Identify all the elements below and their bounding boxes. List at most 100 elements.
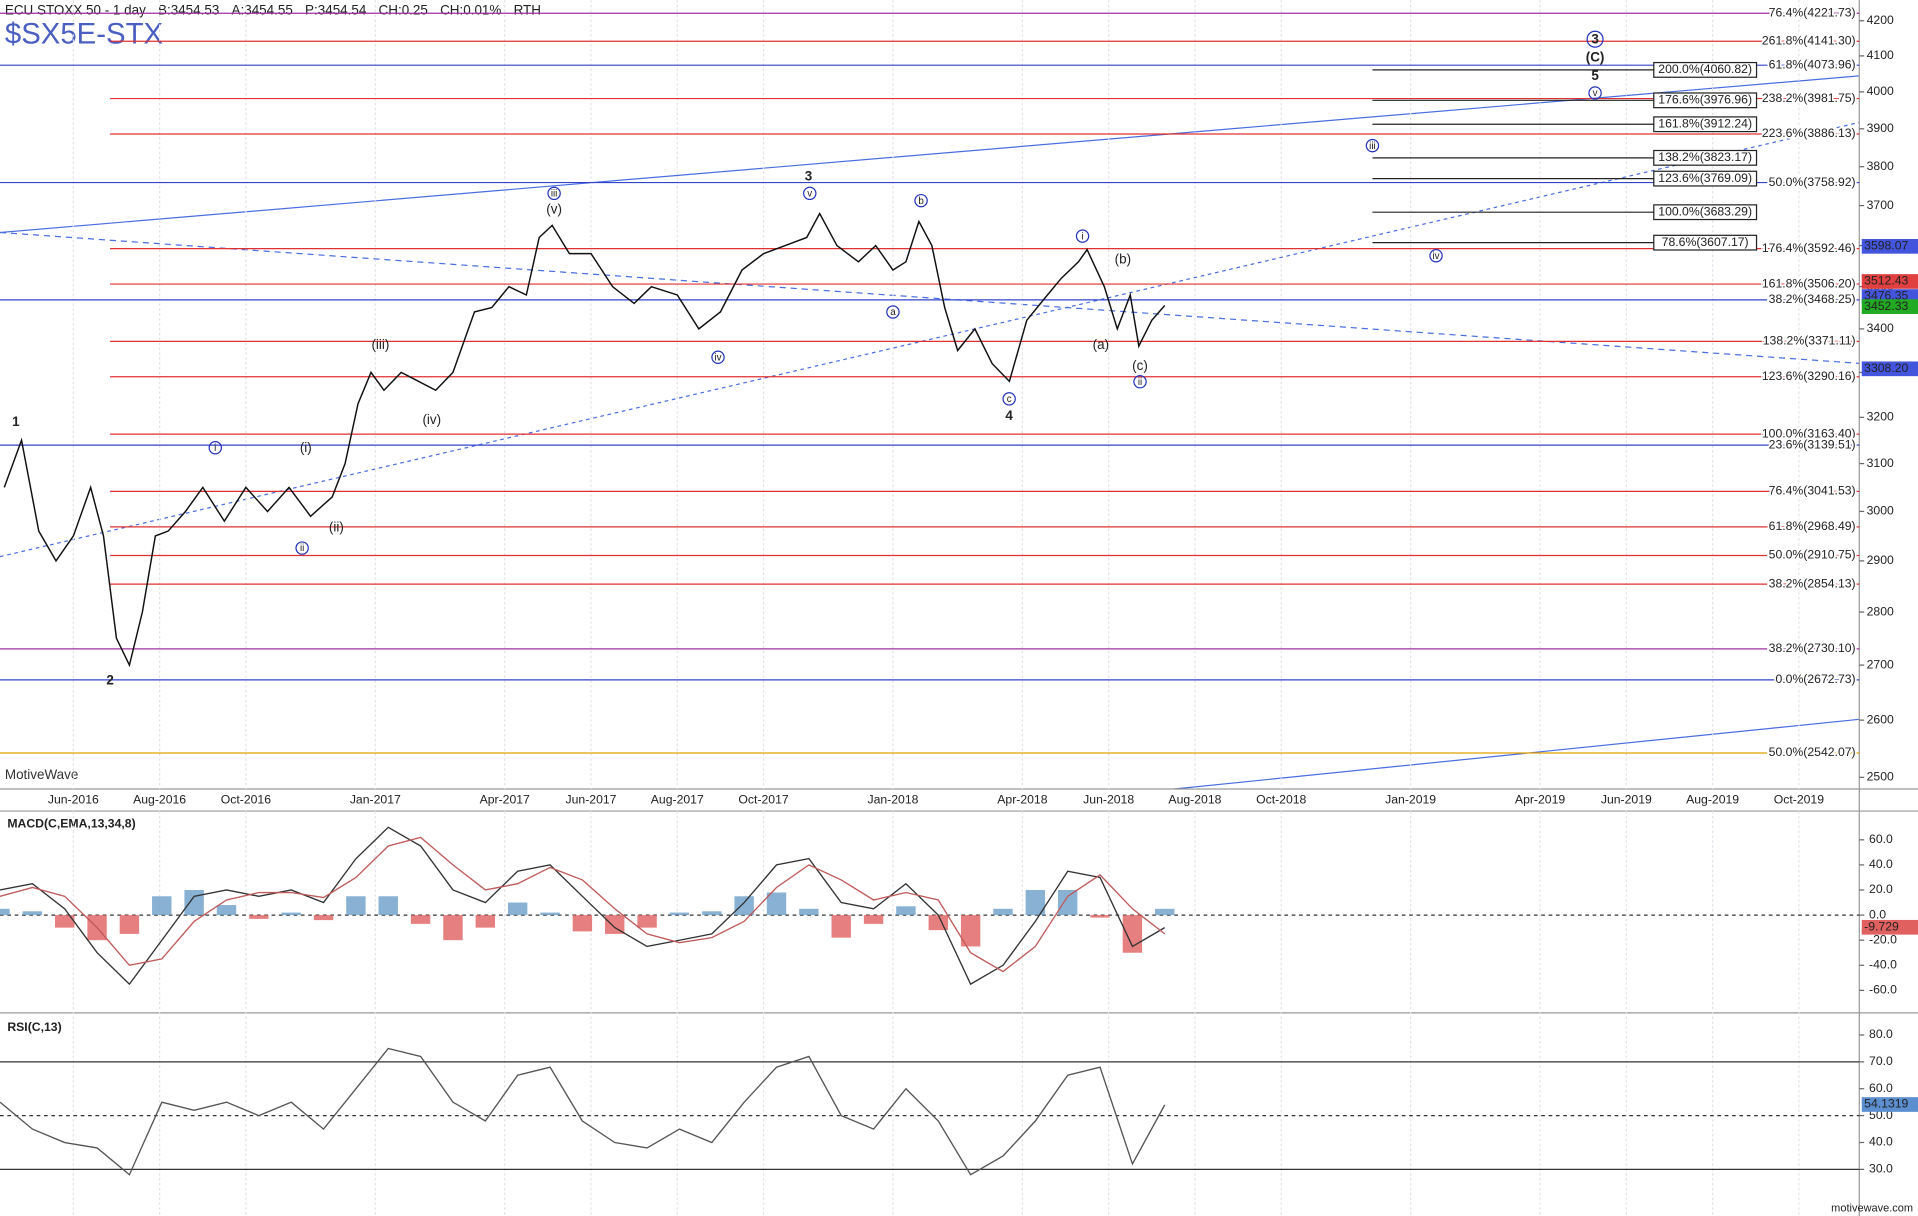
wave-label: (c) xyxy=(1132,358,1148,373)
header-item: ECU STOXX 50 - 1 day xyxy=(5,3,146,18)
histogram-bar xyxy=(1090,915,1110,918)
wave-circle xyxy=(1365,138,1380,153)
fib-label: 223.6%(3886.13) xyxy=(1762,126,1856,140)
price-tag xyxy=(1861,274,1918,289)
price-tag-label: 3452.33 xyxy=(1864,299,1908,313)
wave-label: iv xyxy=(1433,251,1440,262)
price-tag xyxy=(1861,361,1918,377)
header-item: RTH xyxy=(514,3,541,18)
wave-label: ii xyxy=(300,543,304,554)
projection-box xyxy=(1653,116,1758,133)
wave-label: b xyxy=(918,196,924,207)
price-tag xyxy=(1861,299,1918,314)
wave-label: (ii) xyxy=(329,519,344,534)
projection-label: 100.0%(3683.29) xyxy=(1658,204,1752,218)
projection-label: 176.6%(3976.96) xyxy=(1658,93,1752,107)
x-tick-label: Aug-2019 xyxy=(1686,792,1739,806)
fib-label: 50.0%(2542.07) xyxy=(1769,745,1856,759)
histogram-bar xyxy=(993,908,1013,916)
y-tick-label: 2800 xyxy=(1867,604,1894,618)
x-tick-label: Apr-2019 xyxy=(1515,792,1565,806)
fib-label: 161.8%(3506.20) xyxy=(1762,276,1856,290)
y-tick-label: 0.0 xyxy=(1869,907,1886,921)
header-item: B:3454.53 xyxy=(158,3,219,18)
wave-label: i xyxy=(214,443,216,454)
histogram-bar xyxy=(184,889,204,916)
projection-box xyxy=(1653,234,1758,251)
histogram-bar xyxy=(734,896,754,916)
wave-label: i xyxy=(1081,231,1083,242)
y-tick-label: 3900 xyxy=(1867,121,1894,135)
y-tick-label: 3800 xyxy=(1867,159,1894,173)
wave-label: (iii) xyxy=(371,337,389,352)
wave-circle xyxy=(803,186,817,201)
histogram-bar xyxy=(22,911,43,916)
y-tick-label: 4200 xyxy=(1867,13,1894,27)
projection-box xyxy=(1653,149,1758,166)
fib-label: 261.8%(4141.30) xyxy=(1762,34,1856,48)
wave-label: a xyxy=(890,307,896,318)
wave-label: v xyxy=(807,189,812,200)
y-tick-label: 20.0 xyxy=(1869,882,1893,896)
x-tick-label: Jun-2017 xyxy=(566,792,617,806)
value-tag-label: 54.1319 xyxy=(1864,1097,1908,1111)
wave-circle xyxy=(547,186,561,201)
fib-label: 61.8%(4073.96) xyxy=(1769,57,1856,71)
wave-label: 2 xyxy=(106,672,113,687)
trend-line xyxy=(0,121,1860,558)
x-tick-label: Apr-2018 xyxy=(997,792,1047,806)
wave-label: (b) xyxy=(1115,252,1131,267)
wave-label: c xyxy=(1007,394,1012,405)
fib-label: 61.8%(2968.49) xyxy=(1769,519,1856,533)
histogram-bar xyxy=(702,911,722,916)
y-tick-label: 4100 xyxy=(1867,48,1894,62)
value-tag xyxy=(1861,919,1918,935)
projection-label: 161.8%(3912.24) xyxy=(1658,116,1752,130)
x-tick-label: Oct-2017 xyxy=(738,792,788,806)
histogram-bar xyxy=(960,915,981,947)
histogram-bar xyxy=(799,908,819,916)
fib-label: 238.2%(3981.75) xyxy=(1762,91,1856,105)
histogram-bar xyxy=(378,896,398,916)
histogram-bar xyxy=(928,915,948,931)
y-tick-label: 3200 xyxy=(1867,410,1894,424)
projection-box xyxy=(1653,170,1758,187)
value-tag-label: -9.729 xyxy=(1864,920,1899,934)
header-item: A:3454.55 xyxy=(232,3,293,18)
histogram-bar xyxy=(249,915,269,919)
watermark: MotiveWave xyxy=(5,767,78,782)
fib-label: 23.6%(3139.51) xyxy=(1769,437,1856,451)
histogram-bar xyxy=(216,905,237,916)
y-tick-label: 4000 xyxy=(1867,84,1894,98)
histogram-bar xyxy=(637,915,657,928)
value-tag xyxy=(1861,1097,1918,1112)
rsi-line xyxy=(0,1047,1166,1176)
histogram-bar xyxy=(766,892,787,916)
y-tick-label: 80.0 xyxy=(1869,1027,1893,1041)
y-tick-label: 30.0 xyxy=(1869,1162,1893,1176)
header-item: CH:0.01% xyxy=(440,3,501,18)
wave-label: 3 xyxy=(805,168,812,183)
x-tick-label: Oct-2016 xyxy=(221,792,271,806)
projection-label: 200.0%(4060.82) xyxy=(1658,62,1752,76)
x-tick-label: Jan-2018 xyxy=(867,792,918,806)
fib-label: 138.2%(3371.11) xyxy=(1763,334,1856,348)
y-tick-label: 3700 xyxy=(1867,198,1894,212)
fib-label: 0.0%(2672.73) xyxy=(1775,672,1855,686)
histogram-bar xyxy=(572,915,593,932)
y-tick-label: -40.0 xyxy=(1869,958,1897,972)
y-tick-label: 2500 xyxy=(1867,770,1894,784)
wave-circle xyxy=(1133,374,1147,389)
histogram-bar xyxy=(540,912,560,916)
y-tick-label: -60.0 xyxy=(1869,983,1897,997)
wave-label: (C) xyxy=(1586,50,1605,65)
wave-circle xyxy=(886,305,900,319)
wave-label: iii xyxy=(551,189,558,200)
projection-label: 78.6%(3607.17) xyxy=(1662,235,1749,249)
x-tick-label: Jun-2018 xyxy=(1083,792,1134,806)
x-tick-label: Aug-2018 xyxy=(1168,792,1221,806)
wave-label: 5 xyxy=(1591,68,1599,83)
price-tag-label: 3308.20 xyxy=(1864,361,1908,375)
histogram-bar xyxy=(443,915,463,941)
